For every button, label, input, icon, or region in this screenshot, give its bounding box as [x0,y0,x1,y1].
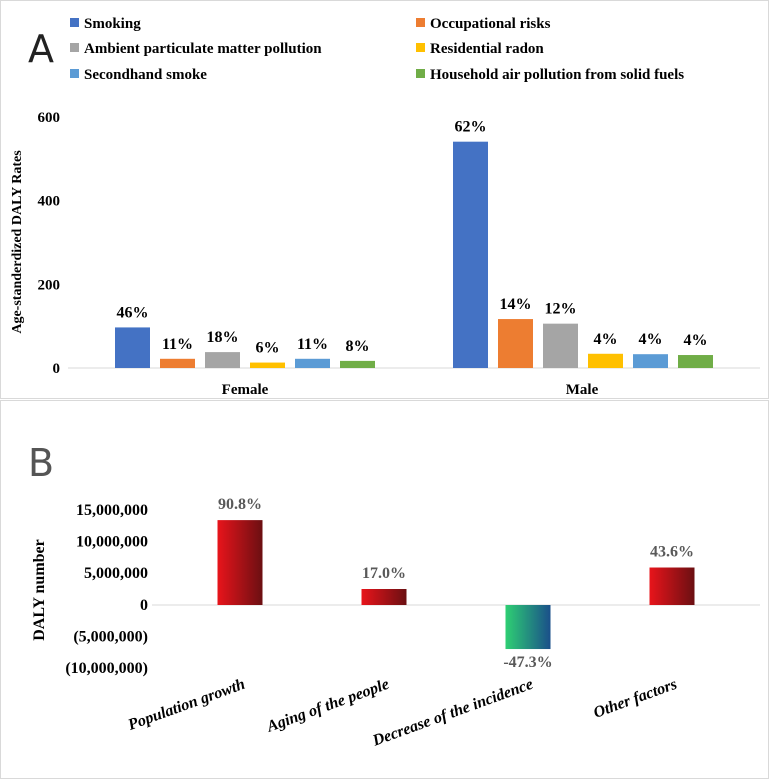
bar [633,354,668,368]
chart-a: Smoking Occupational risks Ambient particu… [10,16,760,398]
categories-a: Female Male [222,382,599,398]
categories-b: Population growth Aging of the peopleDecr… [125,676,679,750]
data-label: 43.6% [650,544,694,561]
y-tick-label: (10,000,000) [65,660,148,677]
data-label: 62% [455,119,487,136]
y-tick-label: (5,000,000) [73,628,148,645]
data-label: 6% [256,340,280,357]
legend-label: Household air pollution from solid fuels [430,67,684,83]
category-label: Aging of the people [264,676,391,736]
bar [543,323,578,368]
data-label: 12% [545,301,577,318]
bar [217,520,263,605]
bars-a: 46% 11% 18% 6% 11% 8% 62% 14% 12% 4% 4% 4% [115,119,713,368]
y-tick-label: 5,000,000 [84,565,148,582]
legend-a: Smoking Occupational risks Ambient particu… [70,16,684,83]
data-label: 8% [346,338,370,355]
y-tick-label: 10,000,000 [76,534,148,551]
y-ticks-b: (10,000,000) (5,000,000) 0 5,000,000 10,000,… [65,502,148,677]
data-label: 46% [117,304,149,321]
bar [505,605,551,650]
bar [340,360,375,368]
bar [498,319,533,368]
bar [678,355,713,368]
bar [361,589,407,605]
panel-letter-b: B [28,441,54,485]
y-tick-label: 15,000,000 [76,502,148,519]
legend-label: Smoking [84,16,141,32]
y-tick-label: 0 [53,361,61,377]
bar [588,353,623,368]
data-label: 11% [297,336,328,353]
legend-label: Ambient particulate matter pollution [84,41,322,57]
legend-swatch [70,69,79,78]
legend-label: Occupational risks [430,16,551,32]
y-tick-label: 200 [38,277,61,293]
data-label: 4% [684,332,708,349]
category-label: Decrease of the incidence [370,676,536,750]
legend-swatch [416,69,425,78]
data-label: 11% [162,336,193,353]
data-label: 17.0% [362,565,406,582]
chart-b: DALY number (10,000,000) (5,000,000) 0 5,00… [31,496,760,750]
ylabel-b: DALY number [31,539,48,641]
category-label: Male [566,382,599,398]
ylabel-a: Age-standerdized DALY Rates [10,150,25,334]
data-label: 4% [594,331,618,348]
legend-swatch [416,18,425,27]
bar [250,362,285,368]
data-label: 14% [500,296,532,313]
data-label: 4% [639,331,663,348]
bars-b: 90.8% 17.0% -47.3% 43.6% [217,496,695,671]
bar [453,141,488,368]
legend-label: Secondhand smoke [84,67,207,83]
bar [649,567,695,605]
category-label: Other factors [591,676,679,722]
y-tick-label: 400 [38,194,61,210]
panel-letter-a: A [28,27,54,71]
y-tick-label: 0 [140,597,148,614]
y-ticks-a: 0 200 400 600 [38,110,61,377]
legend-swatch [416,43,425,52]
bar [295,358,330,368]
data-label: 90.8% [218,496,262,513]
bar [205,352,240,368]
category-label: Female [222,382,269,398]
y-tick-label: 600 [38,110,61,126]
category-label: Population growth [125,676,248,734]
legend-swatch [70,18,79,27]
data-label: 18% [207,329,239,346]
bar [115,327,150,368]
data-label: -47.3% [503,654,552,671]
legend-label: Residential radon [430,41,544,57]
legend-swatch [70,43,79,52]
bar [160,358,195,368]
